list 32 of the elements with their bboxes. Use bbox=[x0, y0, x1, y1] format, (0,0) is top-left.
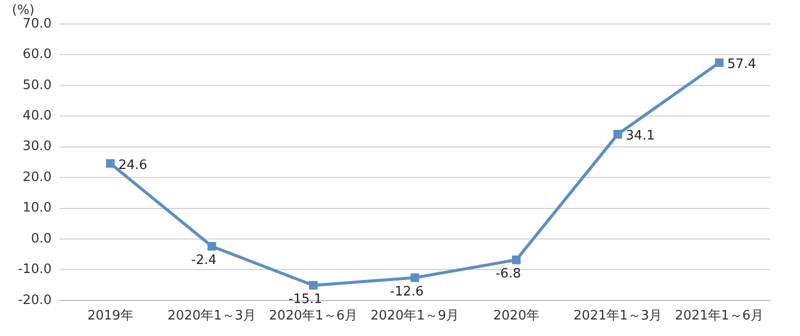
point bbox=[512, 256, 521, 264]
y-tick-label: 20.0 bbox=[22, 170, 52, 185]
y-tick-label: 50.0 bbox=[22, 78, 52, 93]
y-tick-label: 10.0 bbox=[22, 200, 52, 216]
x-tick-label: 2020年1～9月 bbox=[370, 308, 460, 324]
point bbox=[410, 273, 420, 282]
point bbox=[208, 242, 216, 251]
data-label: 57.4 bbox=[727, 57, 756, 72]
y-tick-label: 0.0 bbox=[30, 231, 52, 246]
point bbox=[714, 58, 724, 68]
point bbox=[309, 281, 318, 290]
x-tick-label: 2020年1～6月 bbox=[269, 308, 358, 324]
y-tick-label: 40.0 bbox=[22, 108, 52, 124]
data-label: -6.8 bbox=[496, 266, 521, 282]
y-tick-label: 60.0 bbox=[22, 47, 52, 62]
y-axis-title: (%) bbox=[12, 2, 34, 18]
data-label: 24.6 bbox=[118, 158, 148, 173]
x-tick-label: 2021年1～6月 bbox=[674, 308, 764, 324]
y-tick-label: -10.0 bbox=[18, 262, 52, 278]
y-tick-label: 70.0 bbox=[22, 16, 52, 32]
x-tick-label: 2020年 bbox=[493, 308, 540, 324]
y-tick-label: 30.0 bbox=[22, 139, 52, 154]
data-label: -15.1 bbox=[288, 292, 322, 308]
point bbox=[106, 159, 115, 168]
data-label: -2.4 bbox=[191, 253, 217, 268]
x-tick-label: 2021年1～3月 bbox=[573, 308, 662, 324]
data-label: -12.6 bbox=[390, 284, 424, 300]
x-tick-label: 2019年 bbox=[87, 308, 134, 324]
data-label: 34.1 bbox=[626, 128, 655, 144]
y-tick-label: -20.0 bbox=[18, 292, 52, 308]
point bbox=[613, 130, 622, 139]
x-tick-label: 2020年1～3月 bbox=[168, 308, 256, 324]
